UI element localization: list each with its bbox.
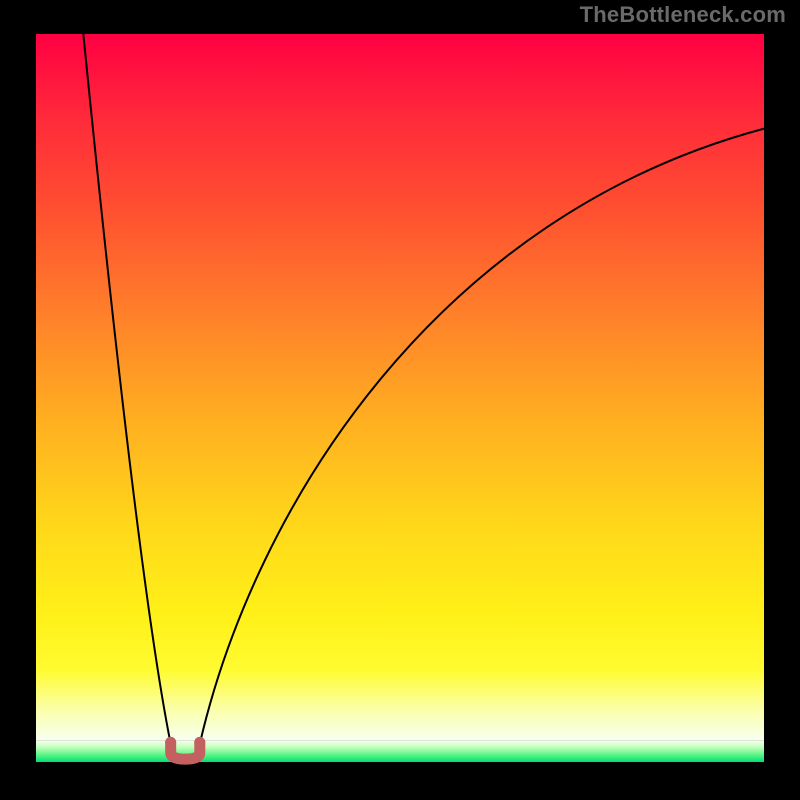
gradient-top bbox=[36, 34, 764, 740]
marker-dot-left bbox=[165, 737, 176, 748]
gradient-bottom bbox=[36, 740, 764, 762]
marker-dot-right bbox=[194, 737, 205, 748]
chart-container: TheBottleneck.com bbox=[0, 0, 800, 800]
bottleneck-chart bbox=[0, 0, 800, 800]
watermark-text: TheBottleneck.com bbox=[580, 2, 786, 28]
